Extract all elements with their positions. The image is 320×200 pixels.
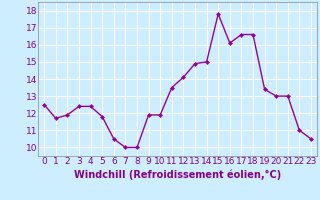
X-axis label: Windchill (Refroidissement éolien,°C): Windchill (Refroidissement éolien,°C) (74, 169, 281, 180)
